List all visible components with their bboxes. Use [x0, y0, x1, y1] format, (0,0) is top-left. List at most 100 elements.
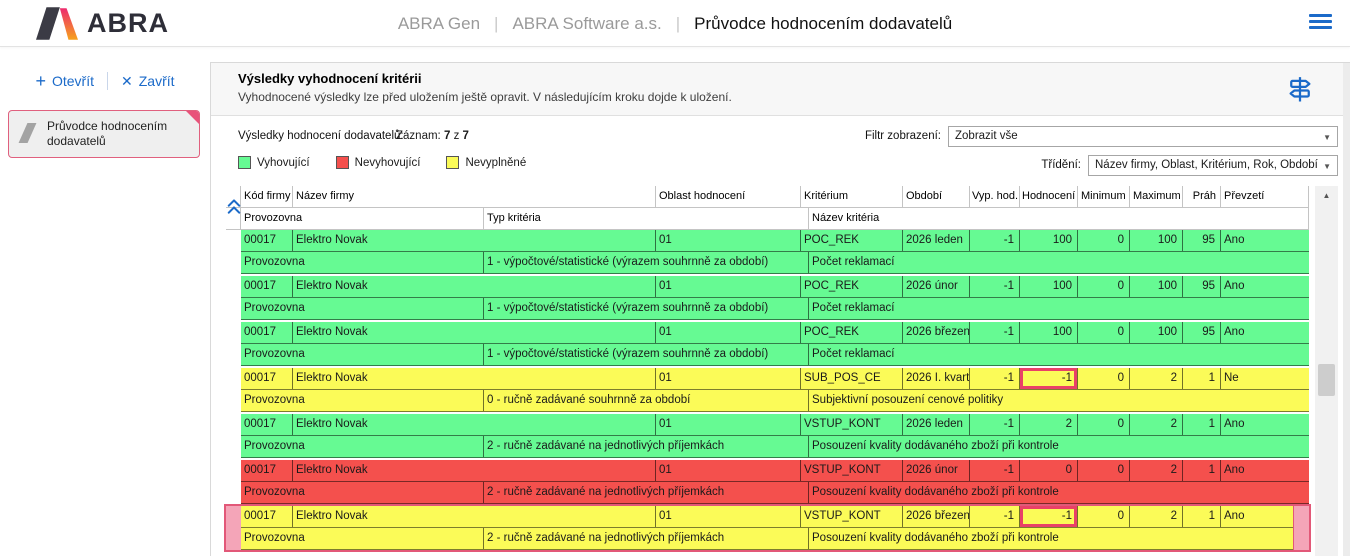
cell-obdobi[interactable]: 2026 únor	[903, 276, 970, 297]
cell-oblast[interactable]: 01	[656, 460, 801, 481]
cell-obdobi[interactable]: 2026 leden	[903, 230, 970, 251]
cell-obdobi[interactable]: 2026 I. kvart	[903, 368, 970, 389]
cell-obdobi[interactable]: 2026 březen	[903, 506, 970, 527]
cell-kod-firmy[interactable]: 00017	[241, 276, 293, 297]
cell-prevzeti[interactable]: Ano	[1224, 464, 1245, 476]
cell-nazev-kriteria[interactable]: Posouzení kvality dodávaného zboží při k…	[812, 532, 1059, 544]
cell-kriterium[interactable]: POC_REK	[801, 322, 903, 343]
cell-hodnoceni[interactable]: 100	[1020, 230, 1078, 251]
cell-maximum[interactable]: 100	[1130, 276, 1183, 297]
cell-typ-kriteria[interactable]: 2 - ručně zadávané na jednotlivých příje…	[484, 528, 809, 549]
cell-maximum[interactable]: 2	[1130, 460, 1183, 481]
cell-prevzeti[interactable]: Ano	[1224, 418, 1245, 430]
header-provozovna[interactable]: Provozovna	[241, 208, 484, 229]
open-button[interactable]: + Otevřít	[35, 72, 94, 90]
cell-minimum[interactable]: 0	[1078, 322, 1130, 343]
header-minimum[interactable]: Minimum	[1078, 186, 1130, 207]
cell-hodnoceni[interactable]: -1	[1020, 506, 1078, 527]
cell-nazev-kriteria[interactable]: Posouzení kvality dodávaného zboží při k…	[812, 440, 1059, 452]
header-typ-kriteria[interactable]: Typ kritéria	[484, 208, 809, 229]
cell-kod-firmy[interactable]: 00017	[241, 506, 293, 527]
header-nazev-kriteria[interactable]: Název kritéria	[809, 208, 1309, 229]
vertical-scrollbar[interactable]: ▲	[1315, 186, 1338, 556]
cell-typ-kriteria[interactable]: 2 - ručně zadávané na jednotlivých příje…	[484, 436, 809, 457]
cell-provozovna[interactable]: Provozovna	[241, 252, 484, 273]
cell-kriterium[interactable]: SUB_POS_CE	[801, 368, 903, 389]
cell-maximum[interactable]: 100	[1130, 322, 1183, 343]
cell-nazev-firmy[interactable]: Elektro Novak	[293, 460, 656, 481]
cell-typ-kriteria[interactable]: 2 - ručně zadávané na jednotlivých příje…	[484, 482, 809, 503]
cell-kriterium[interactable]: POC_REK	[801, 276, 903, 297]
cell-nazev-kriteria[interactable]: Posouzení kvality dodávaného zboží při k…	[812, 486, 1059, 498]
cell-kod-firmy[interactable]: 00017	[241, 460, 293, 481]
cell-prah[interactable]: 1	[1183, 414, 1221, 435]
cell-hodnoceni[interactable]: 0	[1020, 460, 1078, 481]
header-vyp-hod[interactable]: Vyp. hod.	[970, 186, 1020, 207]
cell-oblast[interactable]: 01	[656, 322, 801, 343]
cell-hodnoceni[interactable]: -1	[1020, 368, 1078, 389]
cell-nazev-firmy[interactable]: Elektro Novak	[293, 276, 656, 297]
cell-prah[interactable]: 95	[1183, 322, 1221, 343]
cell-vyp-hod[interactable]: -1	[970, 506, 1020, 527]
cell-vyp-hod[interactable]: -1	[970, 368, 1020, 389]
cell-minimum[interactable]: 0	[1078, 460, 1130, 481]
sort-select[interactable]: Název firmy, Oblast, Kritérium, Rok, Obd…	[1088, 155, 1338, 176]
table-row-pair[interactable]: 00017 Elektro Novak 01 POC_REK 2026 břez…	[226, 322, 1309, 366]
cell-typ-kriteria[interactable]: 1 - výpočtové/statistické (výrazem souhr…	[484, 252, 809, 273]
cell-provozovna[interactable]: Provozovna	[241, 298, 484, 319]
cell-prevzeti[interactable]: Ano	[1224, 510, 1245, 522]
cell-nazev-firmy[interactable]: Elektro Novak	[293, 322, 656, 343]
display-filter-select[interactable]: Zobrazit vše ▼	[948, 126, 1338, 147]
cell-hodnoceni[interactable]: 100	[1020, 322, 1078, 343]
cell-kod-firmy[interactable]: 00017	[241, 322, 293, 343]
cell-prevzeti[interactable]: Ano	[1224, 280, 1245, 292]
cell-obdobi[interactable]: 2026 leden	[903, 414, 970, 435]
header-oblast[interactable]: Oblast hodnocení	[656, 186, 801, 207]
cell-oblast[interactable]: 01	[656, 368, 801, 389]
wizard-signpost-icon[interactable]	[1285, 74, 1315, 104]
cell-prevzeti[interactable]: Ne	[1224, 372, 1239, 384]
scroll-thumb[interactable]	[1318, 364, 1335, 396]
header-hodnoceni[interactable]: Hodnocení	[1020, 186, 1078, 207]
cell-nazev-kriteria[interactable]: Počet reklamací	[812, 302, 895, 314]
cell-nazev-firmy[interactable]: Elektro Novak	[293, 506, 656, 527]
close-button[interactable]: ✕ Zavřít	[121, 73, 175, 89]
scroll-up-icon[interactable]: ▲	[1322, 191, 1331, 200]
cell-nazev-firmy[interactable]: Elektro Novak	[293, 368, 656, 389]
cell-typ-kriteria[interactable]: 1 - výpočtové/statistické (výrazem souhr…	[484, 298, 809, 319]
cell-vyp-hod[interactable]: -1	[970, 276, 1020, 297]
cell-prevzeti[interactable]: Ano	[1224, 234, 1245, 246]
header-prevzeti[interactable]: Převzetí	[1221, 186, 1309, 207]
cell-provozovna[interactable]: Provozovna	[241, 390, 484, 411]
header-obdobi[interactable]: Období	[903, 186, 970, 207]
cell-minimum[interactable]: 0	[1078, 414, 1130, 435]
cell-vyp-hod[interactable]: -1	[970, 230, 1020, 251]
cell-typ-kriteria[interactable]: 0 - ručně zadávané souhrnně za období	[484, 390, 809, 411]
cell-maximum[interactable]: 2	[1130, 414, 1183, 435]
table-row-pair[interactable]: 00017 Elektro Novak 01 VSTUP_KONT 2026 ú…	[226, 460, 1309, 504]
cell-prevzeti[interactable]: Ano	[1224, 326, 1245, 338]
sidebar-item-wizard[interactable]: Průvodce hodnocením dodavatelů	[8, 110, 200, 158]
cell-hodnoceni[interactable]: 100	[1020, 276, 1078, 297]
cell-nazev-firmy[interactable]: Elektro Novak	[293, 414, 656, 435]
cell-kriterium[interactable]: POC_REK	[801, 230, 903, 251]
cell-minimum[interactable]: 0	[1078, 230, 1130, 251]
cell-minimum[interactable]: 0	[1078, 506, 1130, 527]
header-maximum[interactable]: Maximum	[1130, 186, 1183, 207]
header-kod-firmy[interactable]: Kód firmy	[241, 186, 293, 207]
cell-kod-firmy[interactable]: 00017	[241, 230, 293, 251]
cell-kriterium[interactable]: VSTUP_KONT	[801, 414, 903, 435]
cell-prah[interactable]: 1	[1183, 368, 1221, 389]
cell-oblast[interactable]: 01	[656, 276, 801, 297]
collapse-all-icon[interactable]	[227, 198, 241, 216]
cell-nazev-kriteria[interactable]: Počet reklamací	[812, 348, 895, 360]
cell-maximum[interactable]: 2	[1130, 506, 1183, 527]
cell-oblast[interactable]: 01	[656, 506, 801, 527]
cell-obdobi[interactable]: 2026 březen	[903, 322, 970, 343]
cell-minimum[interactable]: 0	[1078, 368, 1130, 389]
cell-prah[interactable]: 1	[1183, 460, 1221, 481]
table-row-pair[interactable]: 00017 Elektro Novak 01 POC_REK 2026 lede…	[226, 230, 1309, 274]
cell-oblast[interactable]: 01	[656, 230, 801, 251]
cell-kod-firmy[interactable]: 00017	[241, 414, 293, 435]
cell-oblast[interactable]: 01	[656, 414, 801, 435]
